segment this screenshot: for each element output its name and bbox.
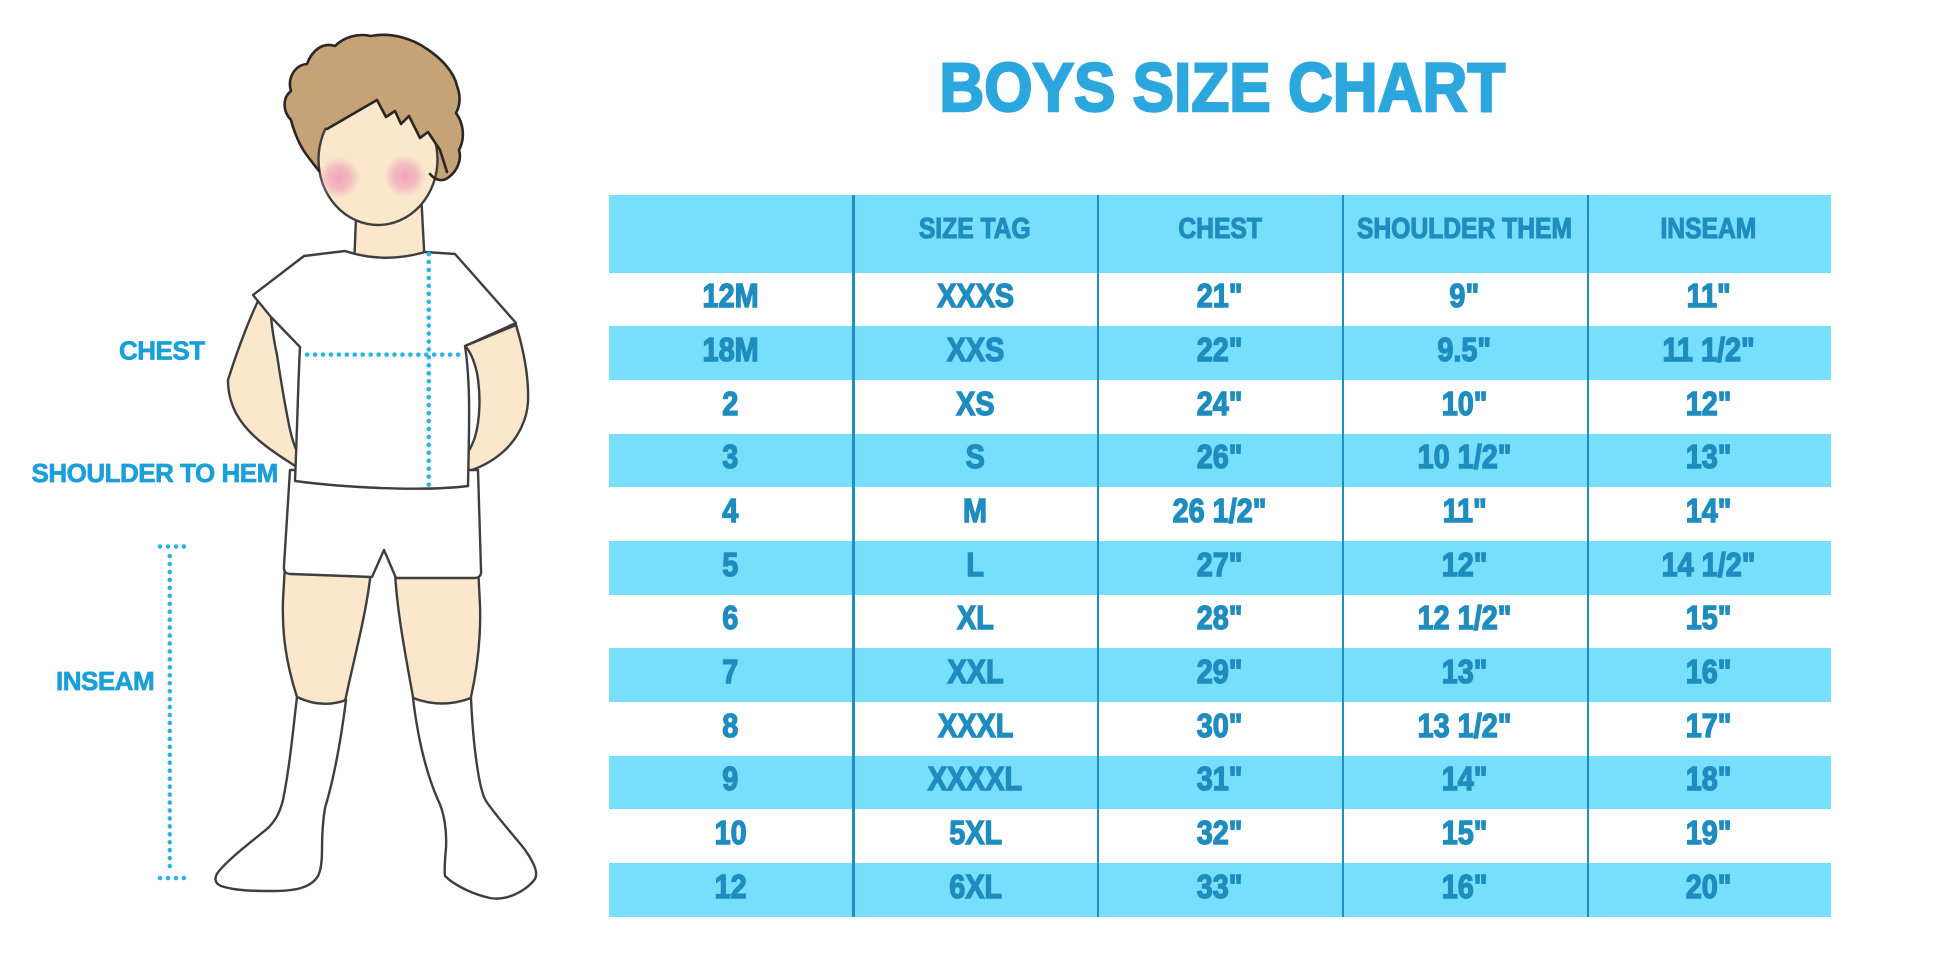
- svg-text:SHOULDER TO HEM: SHOULDER TO HEM: [32, 458, 278, 488]
- svg-text:CHEST: CHEST: [119, 336, 205, 366]
- svg-text:INSEAM: INSEAM: [56, 666, 154, 696]
